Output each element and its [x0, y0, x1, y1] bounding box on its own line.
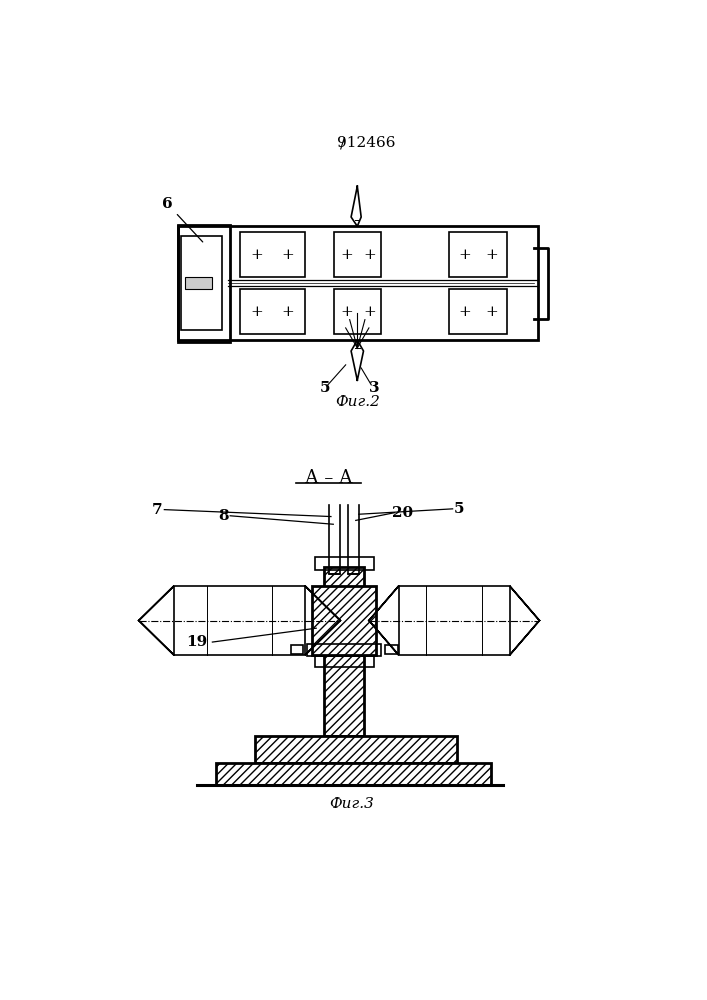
Bar [240, 289, 305, 334]
Text: А – А: А – А [305, 469, 352, 487]
Text: 7: 7 [151, 503, 162, 517]
Bar [307, 644, 381, 656]
Text: +: + [250, 305, 263, 319]
Bar [324, 567, 364, 736]
Text: +: + [340, 248, 353, 262]
Bar [312, 586, 376, 655]
Text: +: + [458, 248, 471, 262]
Bar [399, 586, 510, 655]
Text: +: + [486, 248, 498, 262]
Text: 20: 20 [392, 506, 413, 520]
Text: /: / [340, 136, 345, 150]
Bar [240, 232, 305, 277]
Text: +: + [250, 248, 263, 262]
Bar [291, 645, 303, 654]
Bar [315, 656, 373, 667]
Bar [174, 586, 305, 655]
Bar [177, 225, 230, 342]
Text: 3: 3 [369, 381, 380, 395]
Bar [216, 763, 491, 785]
Bar [385, 645, 397, 654]
Bar [177, 226, 538, 340]
Text: +: + [363, 305, 376, 319]
Text: 5: 5 [454, 502, 464, 516]
Text: +: + [340, 305, 353, 319]
Text: 5: 5 [320, 381, 330, 395]
Text: +: + [486, 305, 498, 319]
Text: Фиг.3: Фиг.3 [329, 797, 374, 811]
Bar [315, 557, 373, 570]
Bar [182, 236, 223, 330]
Text: +: + [458, 305, 471, 319]
Text: Фиг.2: Фиг.2 [335, 395, 380, 409]
Bar [334, 232, 380, 277]
Bar [449, 289, 507, 334]
Bar [255, 736, 457, 763]
Text: +: + [281, 305, 294, 319]
Text: 912466: 912466 [337, 136, 395, 150]
Text: 8: 8 [218, 509, 229, 523]
Text: +: + [281, 248, 294, 262]
Text: 6: 6 [162, 197, 203, 242]
Bar [449, 232, 507, 277]
Bar [185, 277, 212, 289]
Text: 19: 19 [186, 635, 207, 649]
Text: +: + [363, 248, 376, 262]
Bar [334, 289, 380, 334]
